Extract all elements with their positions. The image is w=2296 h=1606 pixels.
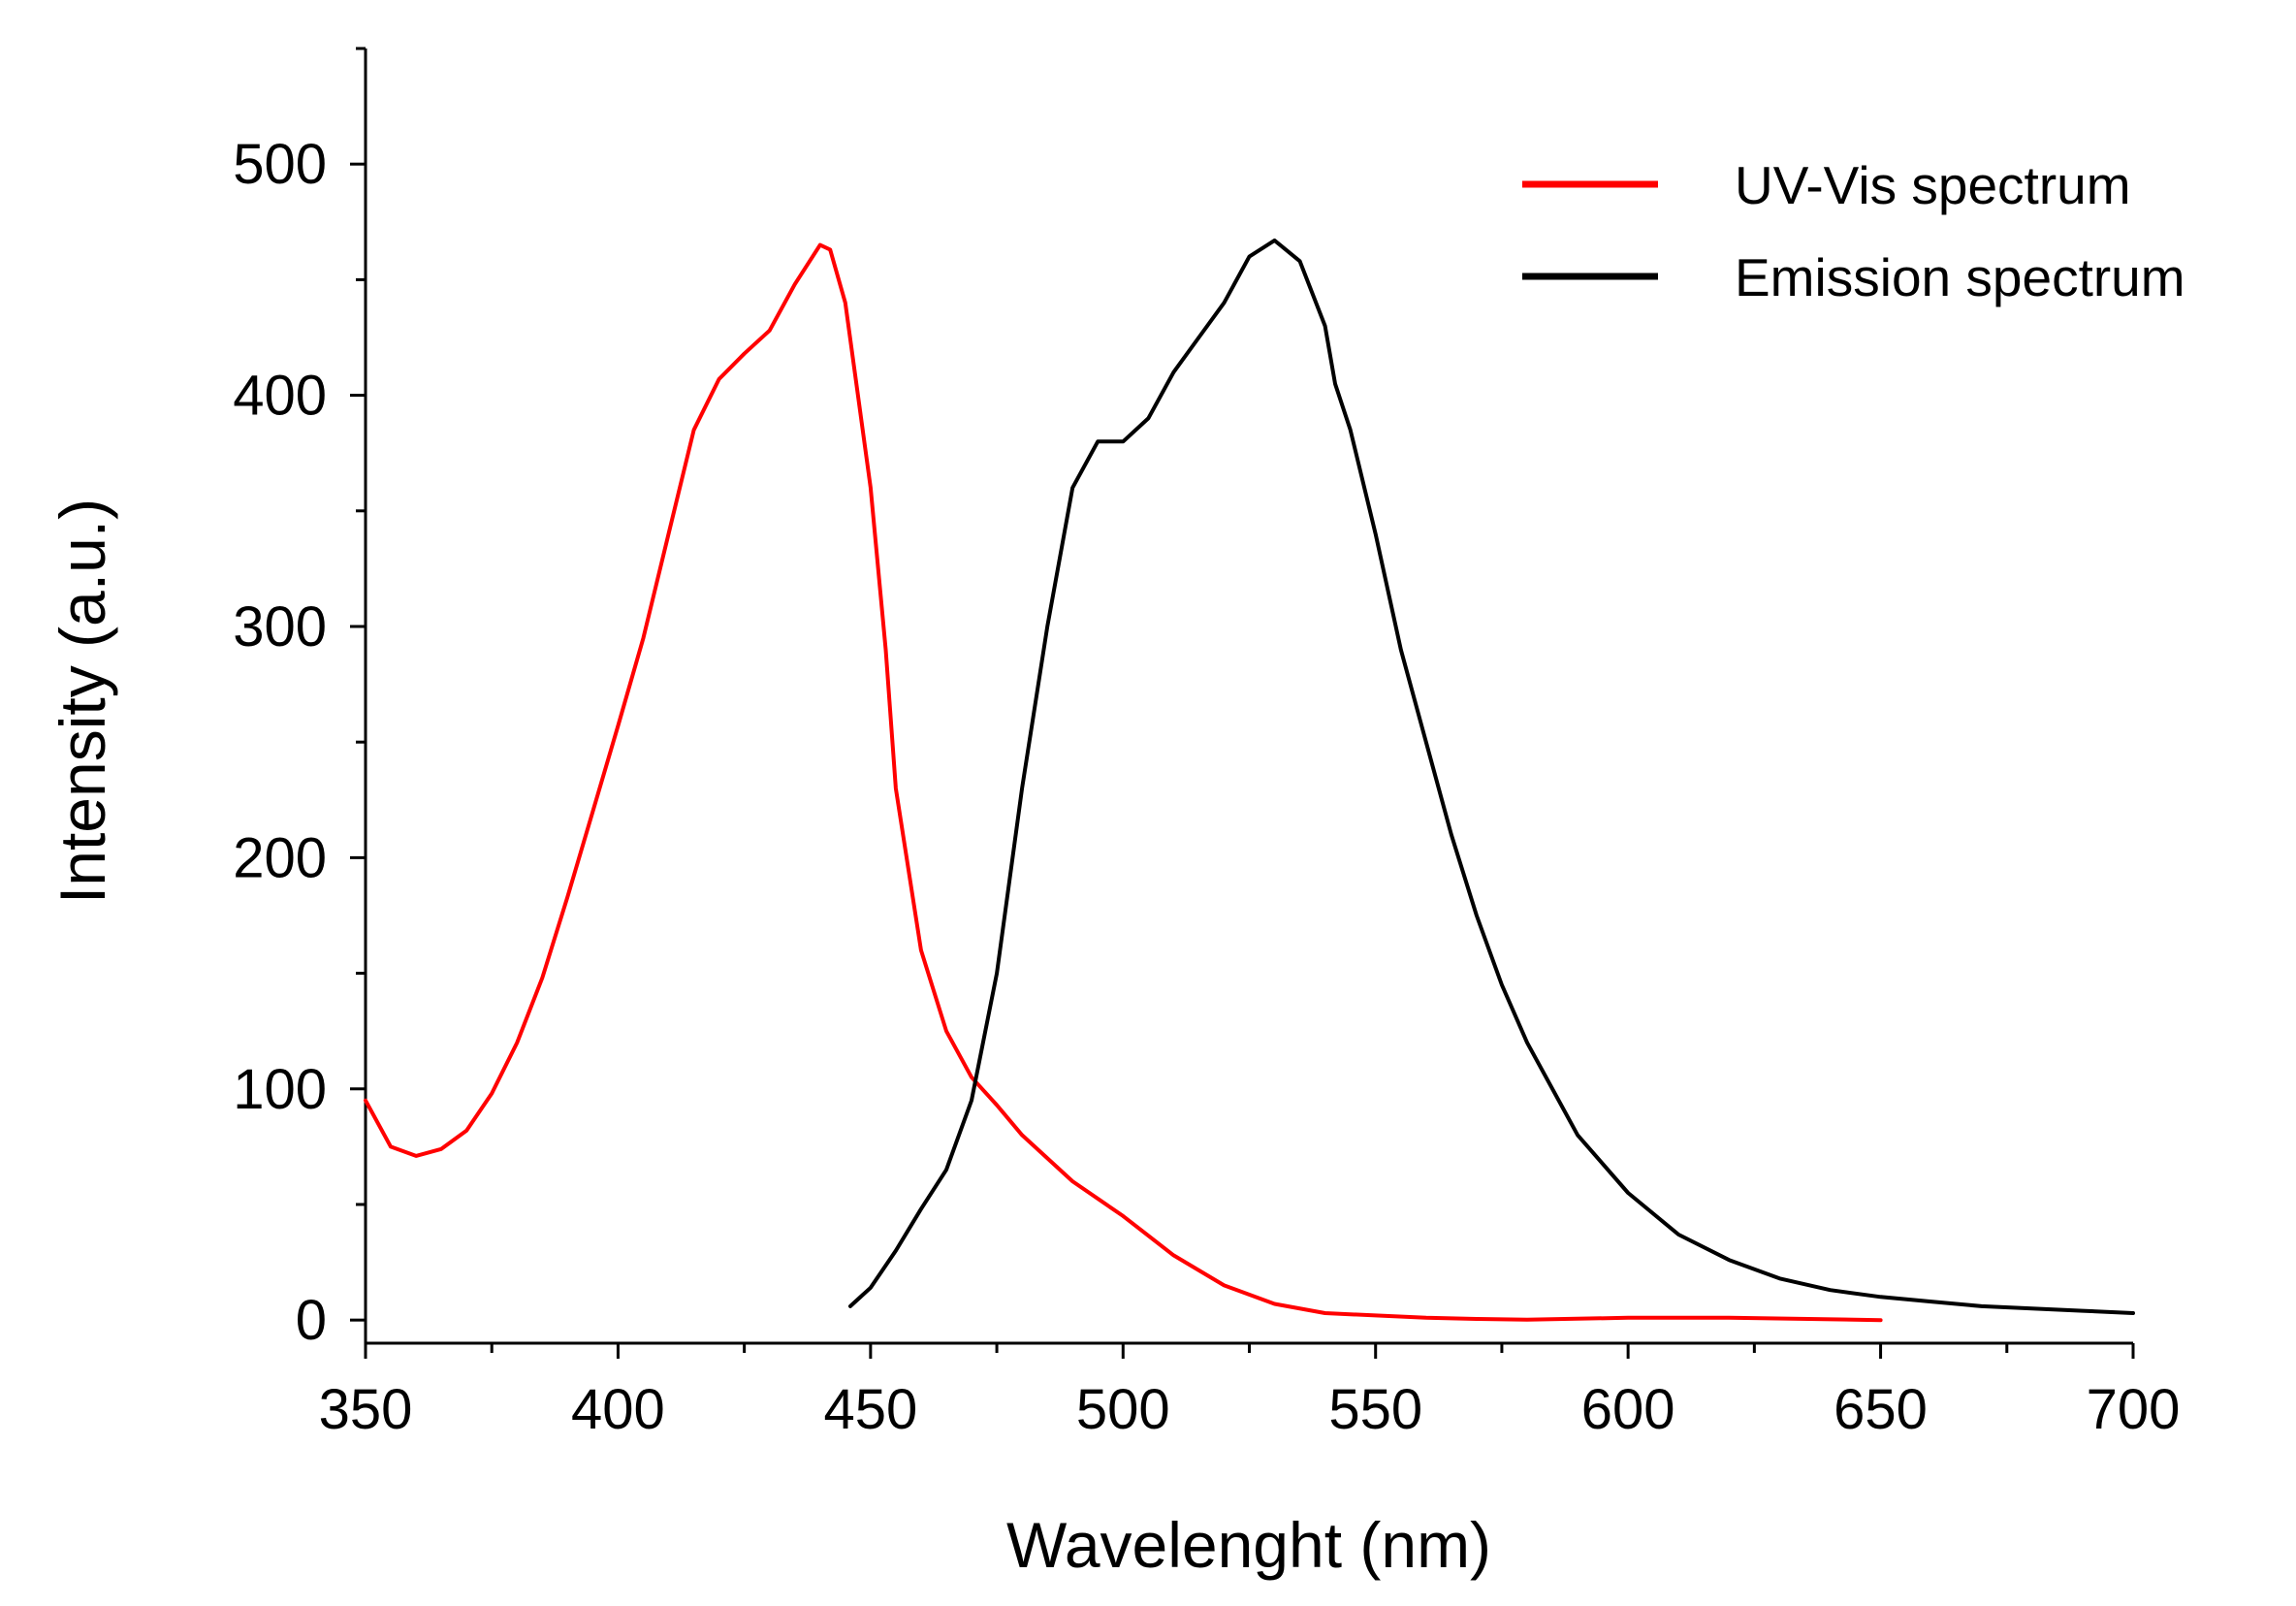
y-ticks: 0 100 200 300 400 500 bbox=[233, 47, 366, 1352]
y-tick-label: 300 bbox=[233, 595, 327, 658]
x-axis-title: Wavelenght (nm) bbox=[1006, 1509, 1491, 1581]
series-group bbox=[364, 238, 2135, 1323]
y-tick-label: 400 bbox=[233, 365, 327, 428]
legend-label-uv-vis: UV-Vis spectrum bbox=[1735, 155, 2131, 215]
x-tick-label: 450 bbox=[823, 1378, 917, 1441]
x-tick-label: 650 bbox=[1834, 1378, 1928, 1441]
x-tick-label: 400 bbox=[571, 1378, 665, 1441]
x-tick-label: 350 bbox=[319, 1378, 413, 1441]
y-tick-label: 100 bbox=[233, 1058, 327, 1121]
x-ticks: 350 400 450 500 550 600 650 700 bbox=[319, 1343, 2181, 1441]
x-tick-label: 700 bbox=[2087, 1378, 2181, 1441]
x-tick-label: 550 bbox=[1328, 1378, 1422, 1441]
legend-label-emission: Emission spectrum bbox=[1735, 247, 2185, 307]
x-tick-label: 600 bbox=[1581, 1378, 1675, 1441]
series-line-uv-vis-spectrum bbox=[364, 242, 1883, 1323]
axes bbox=[364, 48, 2133, 1345]
y-tick-label: 500 bbox=[233, 133, 327, 196]
y-tick-label: 200 bbox=[233, 826, 327, 889]
series-line-emission-spectrum bbox=[848, 238, 2135, 1315]
legend: UV-Vis spectrum Emission spectrum bbox=[1522, 155, 2185, 307]
y-axis-title: Intensity (a.u.) bbox=[47, 498, 118, 904]
y-tick-label: 0 bbox=[296, 1289, 327, 1352]
x-tick-label: 500 bbox=[1076, 1378, 1170, 1441]
